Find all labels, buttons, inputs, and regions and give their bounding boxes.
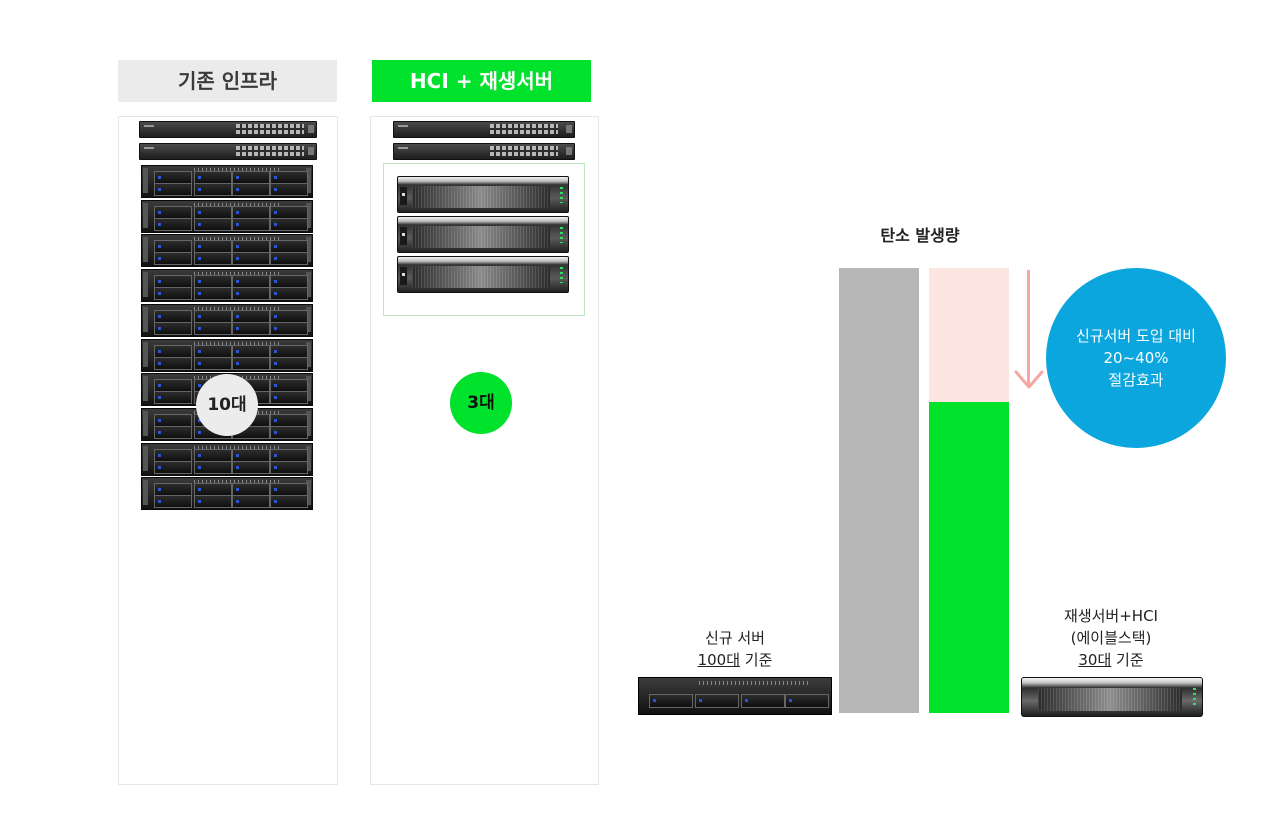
hci-appliance-image xyxy=(1021,677,1203,717)
hci-basis: 기준 xyxy=(1111,651,1144,669)
bar-emission-reduction xyxy=(929,268,1009,402)
rack-server xyxy=(141,165,313,198)
saving-line-2: 20~40% xyxy=(1103,349,1169,367)
hci-caption: 재생서버+HCI (에이블스택) 30대 기준 xyxy=(1036,605,1186,671)
bar-hci-emission xyxy=(929,401,1009,713)
down-arrow-icon xyxy=(1014,370,1044,389)
network-switch xyxy=(139,121,317,138)
hci-header: HCI + 재생서버 xyxy=(372,60,591,102)
rack-server xyxy=(141,477,313,511)
hci-caption-line1: 재생서버+HCI xyxy=(1064,607,1158,625)
new-server-caption-line2: 100대 기준 xyxy=(660,649,810,671)
chart-title: 탄소 발생량 xyxy=(880,226,960,245)
saving-line-1: 신규서버 도입 대비 xyxy=(1076,327,1196,345)
hci-appliance xyxy=(397,256,569,293)
rack-server xyxy=(141,234,313,268)
network-switch xyxy=(139,143,317,160)
new-server-caption: 신규 서버 100대 기준 xyxy=(660,627,810,671)
rack-server xyxy=(141,303,313,337)
hci-appliance xyxy=(397,176,569,213)
hci-server-count: 30대 xyxy=(1078,651,1112,669)
network-switch xyxy=(393,143,575,160)
new-server-caption-line1: 신규 서버 xyxy=(705,629,765,647)
hci-appliance-group xyxy=(383,163,585,316)
network-switch xyxy=(393,121,575,138)
legacy-server-count-badge: 10대 xyxy=(196,374,258,436)
hci-appliance xyxy=(397,216,569,253)
new-server-image xyxy=(638,677,832,715)
hci-caption-line3: 30대 기준 xyxy=(1036,649,1186,671)
saving-callout: 신규서버 도입 대비 20~40% 절감효과 xyxy=(1046,268,1226,448)
new-server-count: 100대 xyxy=(697,651,741,669)
rack-server xyxy=(141,338,313,372)
saving-line-3: 절감효과 xyxy=(1108,371,1164,389)
legacy-infra-header: 기존 인프라 xyxy=(118,60,337,102)
new-server-basis: 기준 xyxy=(740,651,773,669)
reduction-arrow-shaft xyxy=(1027,270,1030,386)
hci-caption-line2: (에이블스택) xyxy=(1070,629,1152,647)
hci-server-count-badge: 3대 xyxy=(450,372,512,434)
bar-new-server-emission xyxy=(839,268,919,713)
rack-server xyxy=(141,442,313,476)
rack-server xyxy=(141,269,313,303)
rack-server xyxy=(141,199,313,233)
